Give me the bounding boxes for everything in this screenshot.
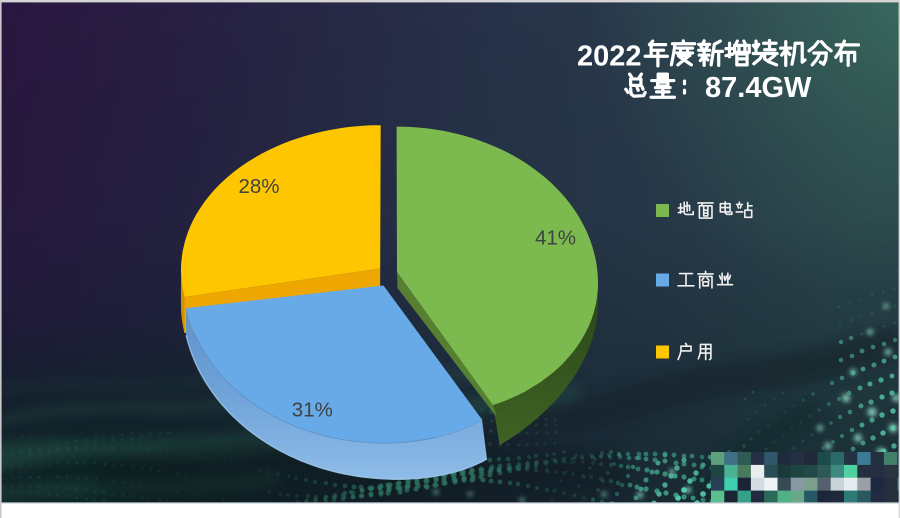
svg-text:2022: 2022: [577, 41, 642, 73]
svg-text:28%: 28%: [238, 175, 279, 198]
svg-text:41%: 41%: [535, 226, 576, 249]
svg-text:31%: 31%: [292, 398, 333, 421]
svg-text:87.4GW: 87.4GW: [705, 72, 812, 104]
